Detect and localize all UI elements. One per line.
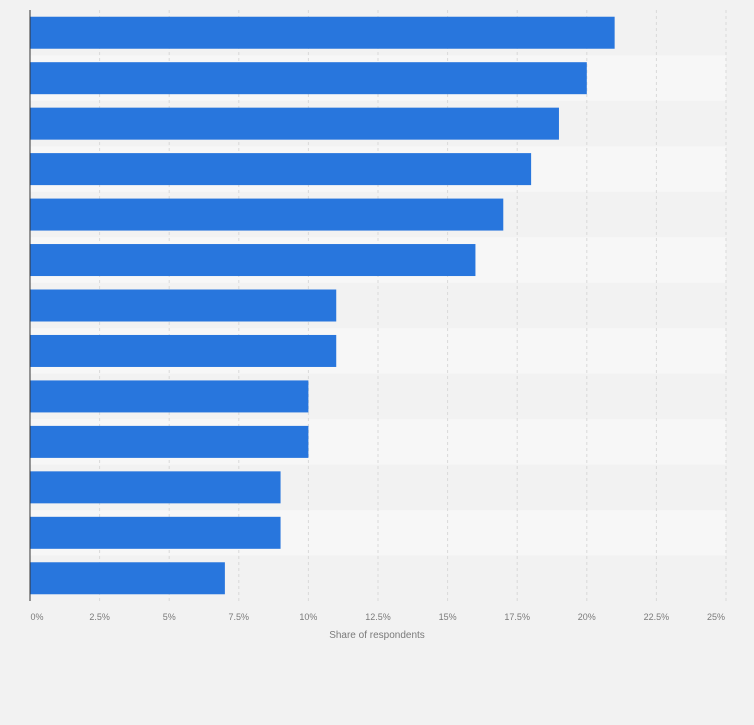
- x-tick-label: 0%: [30, 612, 43, 622]
- bars: [30, 16, 615, 595]
- x-tick-label: 25%: [707, 612, 725, 622]
- bar: [30, 516, 281, 549]
- bar: [30, 562, 225, 595]
- bar: [30, 16, 615, 49]
- x-tick-label: 15%: [439, 612, 457, 622]
- x-tick-label: 22.5%: [644, 612, 670, 622]
- bar: [30, 244, 476, 277]
- x-tick-label: 10%: [299, 612, 317, 622]
- bar: [30, 334, 337, 367]
- bar: [30, 425, 309, 458]
- bar: [30, 380, 309, 413]
- x-tick-label: 7.5%: [229, 612, 250, 622]
- bar: [30, 153, 532, 186]
- x-tick-label: 2.5%: [89, 612, 110, 622]
- bar: [30, 289, 337, 322]
- bar: [30, 471, 281, 504]
- x-tick-labels: 0% 2.5% 5% 7.5% 10% 12.5% 15% 17.5% 20% 22.5% 25%: [30, 612, 725, 622]
- x-tick-label: 5%: [163, 612, 176, 622]
- bar: [30, 198, 504, 231]
- x-tick-label: 20%: [578, 612, 596, 622]
- bar: [30, 107, 559, 140]
- x-axis-label: Share of respondents: [329, 630, 425, 641]
- bar: [30, 62, 587, 95]
- x-tick-label: 12.5%: [365, 612, 391, 622]
- x-tick-label: 17.5%: [504, 612, 530, 622]
